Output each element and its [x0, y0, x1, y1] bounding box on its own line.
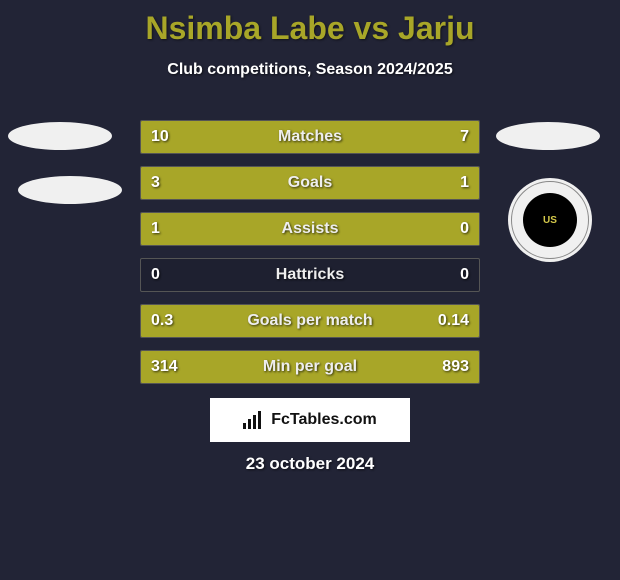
comparison-chart: 107Matches31Goals10Assists00Hattricks0.3…	[140, 120, 480, 396]
club-badge: US	[508, 178, 592, 262]
subtitle: Club competitions, Season 2024/2025	[0, 61, 620, 79]
value-left: 3	[151, 174, 160, 192]
value-left: 1	[151, 220, 160, 238]
comparison-row: 3 1 Goals	[140, 166, 480, 200]
comparison-row: 314 893 Min per goal	[140, 350, 480, 384]
value-left: 0.3	[151, 312, 173, 330]
comparison-row: 0 0 Hattricks	[140, 258, 480, 292]
ellipse-decor-2	[18, 176, 122, 204]
club-badge-ring	[511, 181, 589, 259]
row-label: Matches	[278, 128, 342, 146]
row-label: Goals per match	[247, 312, 372, 330]
branding-text: FcTables.com	[271, 411, 377, 429]
ellipse-decor-3	[496, 122, 600, 150]
value-left: 10	[151, 128, 169, 146]
branding-box: FcTables.com	[210, 398, 410, 442]
value-left: 0	[151, 266, 160, 284]
value-right: 893	[442, 358, 469, 376]
date-label: 23 october 2024	[246, 454, 375, 474]
ellipse-decor-1	[8, 122, 112, 150]
value-right: 0	[460, 220, 469, 238]
value-right: 7	[460, 128, 469, 146]
bar-left	[141, 167, 395, 199]
value-right: 1	[460, 174, 469, 192]
bar-right	[340, 121, 479, 153]
row-label: Goals	[288, 174, 332, 192]
comparison-row: 0.3 0.14 Goals per match	[140, 304, 480, 338]
comparison-row: 10 7 Matches	[140, 120, 480, 154]
page-title: Nsimba Labe vs Jarju	[0, 0, 620, 47]
row-label: Assists	[282, 220, 339, 238]
value-right: 0	[460, 266, 469, 284]
row-label: Hattricks	[276, 266, 344, 284]
comparison-row: 1 0 Assists	[140, 212, 480, 246]
value-right: 0.14	[438, 312, 469, 330]
row-label: Min per goal	[263, 358, 357, 376]
value-left: 314	[151, 358, 178, 376]
branding-logo-icon	[243, 411, 265, 429]
